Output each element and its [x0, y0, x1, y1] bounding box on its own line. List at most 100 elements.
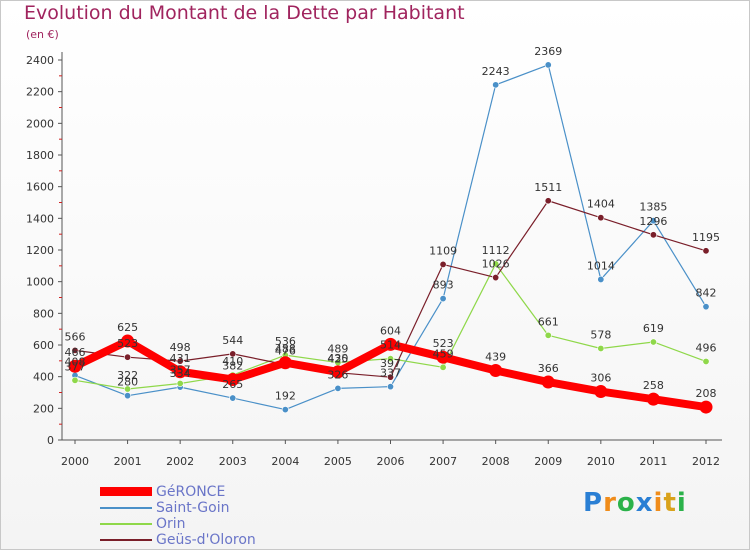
data-point	[439, 295, 447, 303]
data-label: 439	[485, 350, 506, 363]
data-point	[334, 384, 342, 392]
data-label: 625	[117, 321, 138, 334]
data-point	[649, 231, 657, 239]
data-label: 431	[170, 352, 191, 365]
data-label: 280	[117, 376, 138, 389]
y-tick-label: 0	[47, 434, 54, 447]
data-label: 496	[696, 341, 717, 354]
y-tick-label: 1800	[26, 149, 54, 162]
data-point	[594, 385, 608, 399]
data-point	[699, 400, 713, 414]
data-label: 425	[327, 353, 348, 366]
data-point	[386, 373, 394, 381]
data-label: 326	[327, 368, 348, 381]
data-label: 476	[275, 345, 296, 358]
data-label: 498	[170, 341, 191, 354]
data-point	[278, 356, 292, 370]
x-tick-label: 2006	[377, 455, 405, 468]
data-label: 357	[170, 363, 191, 376]
data-point	[649, 217, 657, 225]
x-tick-label: 2001	[114, 455, 142, 468]
y-tick-label: 200	[33, 402, 54, 415]
data-label: 2243	[482, 65, 510, 78]
data-label: 1511	[534, 181, 562, 194]
data-label: 488	[275, 343, 296, 356]
data-point	[176, 357, 184, 365]
data-label: 1195	[692, 231, 720, 244]
y-tick-label: 1000	[26, 276, 54, 289]
data-point	[386, 383, 394, 391]
data-label: 578	[590, 328, 611, 341]
logo-letter: i	[676, 488, 687, 518]
y-tick-label: 800	[33, 307, 54, 320]
data-label: 1112	[482, 244, 510, 257]
data-point	[68, 359, 82, 373]
data-label: 1109	[429, 244, 457, 257]
data-label: 466	[65, 346, 86, 359]
logo-letter: o	[616, 488, 636, 518]
x-tick-label: 2002	[166, 455, 194, 468]
data-point	[281, 406, 289, 414]
data-point	[544, 331, 552, 339]
data-label: 1026	[482, 258, 510, 271]
data-point	[702, 357, 710, 365]
data-label: 337	[380, 367, 401, 380]
legend-swatch-geus-d-oloron	[100, 539, 152, 541]
data-label: 2369	[534, 45, 562, 58]
legend-swatch-saint-goin	[100, 507, 152, 509]
y-tick-label: 1400	[26, 212, 54, 225]
data-point	[489, 363, 503, 377]
data-label: 604	[380, 324, 401, 337]
data-point	[702, 247, 710, 255]
y-tick-label: 2200	[26, 86, 54, 99]
y-tick-label: 600	[33, 339, 54, 352]
x-tick-label: 2004	[271, 455, 299, 468]
data-label: 489	[327, 343, 348, 356]
data-label: 366	[538, 362, 559, 375]
data-label: 192	[275, 390, 296, 403]
x-tick-label: 2003	[219, 455, 247, 468]
legend-label-orin: Orin	[156, 516, 186, 532]
x-tick-label: 2008	[482, 455, 510, 468]
legend-swatch-orin	[100, 523, 152, 525]
data-point	[226, 373, 240, 387]
data-point	[176, 379, 184, 387]
data-point	[492, 81, 500, 89]
data-point	[384, 337, 397, 351]
data-label: 893	[433, 279, 454, 292]
data-label: 619	[643, 322, 664, 335]
data-label: 322	[117, 369, 138, 382]
data-label: 1296	[639, 215, 667, 228]
data-point	[439, 260, 447, 268]
x-tick-label: 2009	[534, 455, 562, 468]
x-tick-label: 2011	[639, 455, 667, 468]
data-point	[71, 376, 79, 384]
data-point	[646, 392, 660, 406]
data-point	[492, 274, 500, 282]
data-label: 334	[170, 367, 191, 380]
data-point	[492, 260, 500, 268]
data-label: 430	[327, 352, 348, 365]
y-tick-label: 2000	[26, 117, 54, 130]
chart-subtitle: (en €)	[26, 28, 59, 41]
data-point	[597, 344, 605, 352]
logo-letter: i	[653, 488, 664, 518]
y-tick-label: 400	[33, 371, 54, 384]
data-point	[597, 214, 605, 222]
data-point	[331, 365, 345, 379]
data-point	[541, 375, 555, 389]
proxiti-logo: Proxiti	[583, 488, 687, 518]
data-point	[544, 61, 552, 69]
data-point	[229, 394, 237, 402]
legend-label-geus-d-oloron: Geüs-d'Oloron	[156, 532, 256, 548]
legend-swatch-geronce	[100, 487, 152, 496]
data-label: 536	[275, 335, 296, 348]
x-tick-label: 2005	[324, 455, 352, 468]
data-point	[439, 363, 447, 371]
logo-letter: t	[663, 488, 677, 518]
data-point	[229, 350, 237, 358]
data-point	[649, 338, 657, 346]
logo-letter: r	[603, 488, 617, 518]
data-point	[173, 365, 187, 379]
